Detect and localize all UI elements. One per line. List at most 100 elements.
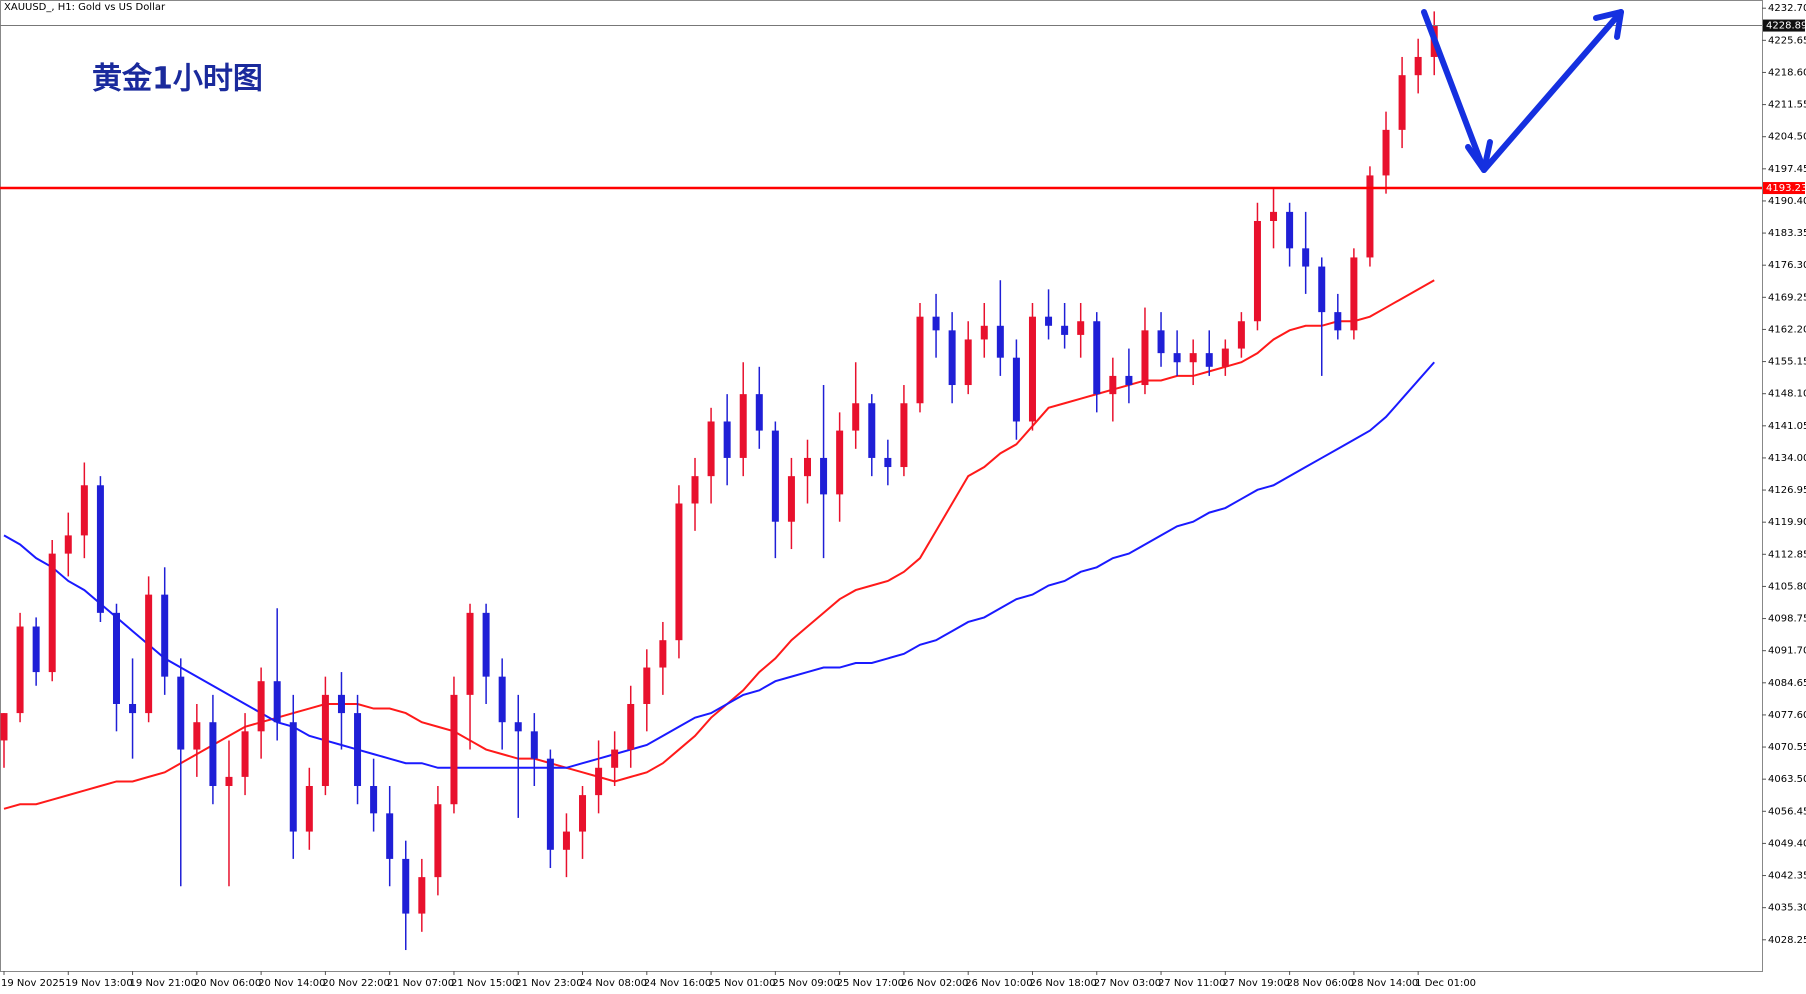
candle-body	[321, 694, 329, 787]
candle-body	[1237, 321, 1245, 349]
y-tick-label: 4105.80	[1768, 581, 1806, 592]
candle-body	[450, 694, 458, 805]
candle-body	[225, 776, 233, 787]
x-tick-label: 26 Nov 18:00	[1029, 978, 1096, 989]
y-tick-label: 4028.25	[1768, 935, 1806, 946]
moving-average-line	[3, 279, 1435, 810]
last-price-box	[1763, 19, 1805, 32]
candle-body	[1109, 375, 1117, 395]
candle-body	[1366, 175, 1374, 258]
x-tick-label: 21 Nov 23:00	[515, 978, 582, 989]
candle-body	[0, 713, 8, 741]
candle-body	[112, 612, 120, 704]
candle-body	[1028, 316, 1036, 422]
x-tick-label: 19 Nov 21:00	[130, 978, 197, 989]
arrow-head	[1465, 139, 1493, 173]
y-tick-label: 4098.75	[1768, 614, 1806, 625]
y-tick-label: 4211.55	[1768, 100, 1806, 111]
y-tick-label: 4218.60	[1768, 67, 1806, 78]
candle-body	[1189, 353, 1197, 363]
y-tick-label: 4155.15	[1768, 357, 1806, 368]
candle-body	[80, 485, 88, 536]
x-tick-label: 27 Nov 11:00	[1158, 978, 1225, 989]
x-tick-label: 28 Nov 14:00	[1351, 978, 1418, 989]
candle-body	[996, 325, 1004, 358]
x-tick-label: 1 Dec 01:00	[1415, 978, 1476, 989]
candle-body	[1125, 375, 1133, 386]
candle-body	[1414, 56, 1422, 76]
candle-body	[1012, 357, 1020, 422]
candle-body	[723, 421, 731, 458]
candle-body	[643, 667, 651, 704]
candle-body	[1093, 321, 1101, 395]
y-tick-label: 4232.70	[1768, 3, 1806, 14]
candle-body	[482, 612, 490, 677]
y-tick-label: 4162.20	[1768, 324, 1806, 335]
candle-body	[354, 713, 362, 787]
y-tick-label: 4169.25	[1768, 292, 1806, 303]
x-tick-label: 26 Nov 10:00	[965, 978, 1032, 989]
x-tick-label: 19 Nov 2025	[1, 978, 65, 989]
candle-body	[804, 457, 811, 477]
x-tick-label: 21 Nov 15:00	[451, 978, 518, 989]
candle-body	[1318, 266, 1326, 313]
candle-body	[1334, 312, 1342, 331]
candle-body	[1205, 353, 1213, 367]
plot-frame	[0, 0, 1763, 972]
candle-body	[48, 553, 56, 673]
candle-body	[1061, 325, 1069, 335]
candle-body	[1398, 75, 1406, 130]
y-tick-label: 4112.85	[1768, 549, 1806, 560]
y-tick-label: 4126.95	[1768, 485, 1806, 496]
candle-body	[402, 858, 410, 914]
candle-body	[96, 485, 104, 613]
y-tick-label: 4225.65	[1768, 35, 1806, 46]
candle-body	[1157, 330, 1165, 354]
candle-body	[948, 330, 956, 386]
candle-body	[595, 767, 603, 796]
candle-body	[370, 786, 378, 814]
candle-body	[530, 731, 538, 759]
x-tick-label: 24 Nov 08:00	[580, 978, 647, 989]
candle-body	[852, 403, 860, 431]
candle-body	[1382, 129, 1390, 176]
y-tick-label: 4070.55	[1768, 742, 1806, 753]
candle-body	[16, 626, 24, 714]
y-tick-label: 4134.00	[1768, 453, 1806, 464]
arrow-path	[1421, 9, 1624, 173]
candle-body	[418, 877, 426, 914]
candle-body	[1302, 248, 1310, 267]
candle-body	[820, 457, 828, 495]
last-price-label: 4228.89	[1766, 21, 1806, 32]
y-tick-label: 4141.05	[1768, 421, 1806, 432]
candle-body	[1173, 353, 1181, 363]
candle-body	[1350, 257, 1358, 331]
candle-body	[980, 325, 988, 340]
candle-body	[514, 722, 522, 732]
x-tick-label: 27 Nov 03:00	[1094, 978, 1161, 989]
y-tick-label: 4084.65	[1768, 678, 1806, 689]
resistance-label-box	[1763, 182, 1805, 195]
candle-body	[579, 795, 587, 832]
y-tick-label: 4176.30	[1768, 260, 1806, 271]
y-tick-label: 4077.60	[1768, 710, 1806, 721]
candle-body	[32, 626, 40, 673]
candle-body	[787, 476, 795, 522]
y-tick-label: 4190.40	[1768, 196, 1806, 207]
resistance-label: 4193.23	[1766, 183, 1806, 194]
candle-body	[932, 316, 940, 331]
x-tick-label: 24 Nov 16:00	[644, 978, 711, 989]
candle-body	[1141, 330, 1149, 386]
x-tick-label: 20 Nov 22:00	[322, 978, 389, 989]
x-tick-label: 19 Nov 13:00	[65, 978, 132, 989]
candle-body	[836, 430, 844, 495]
x-tick-label: 21 Nov 07:00	[387, 978, 454, 989]
candle-body	[868, 403, 876, 458]
y-tick-label: 4119.90	[1768, 517, 1806, 528]
candle-body	[386, 813, 394, 859]
y-tick-label: 4183.35	[1768, 228, 1806, 239]
candle-body	[659, 640, 667, 668]
x-tick-label: 27 Nov 19:00	[1222, 978, 1289, 989]
